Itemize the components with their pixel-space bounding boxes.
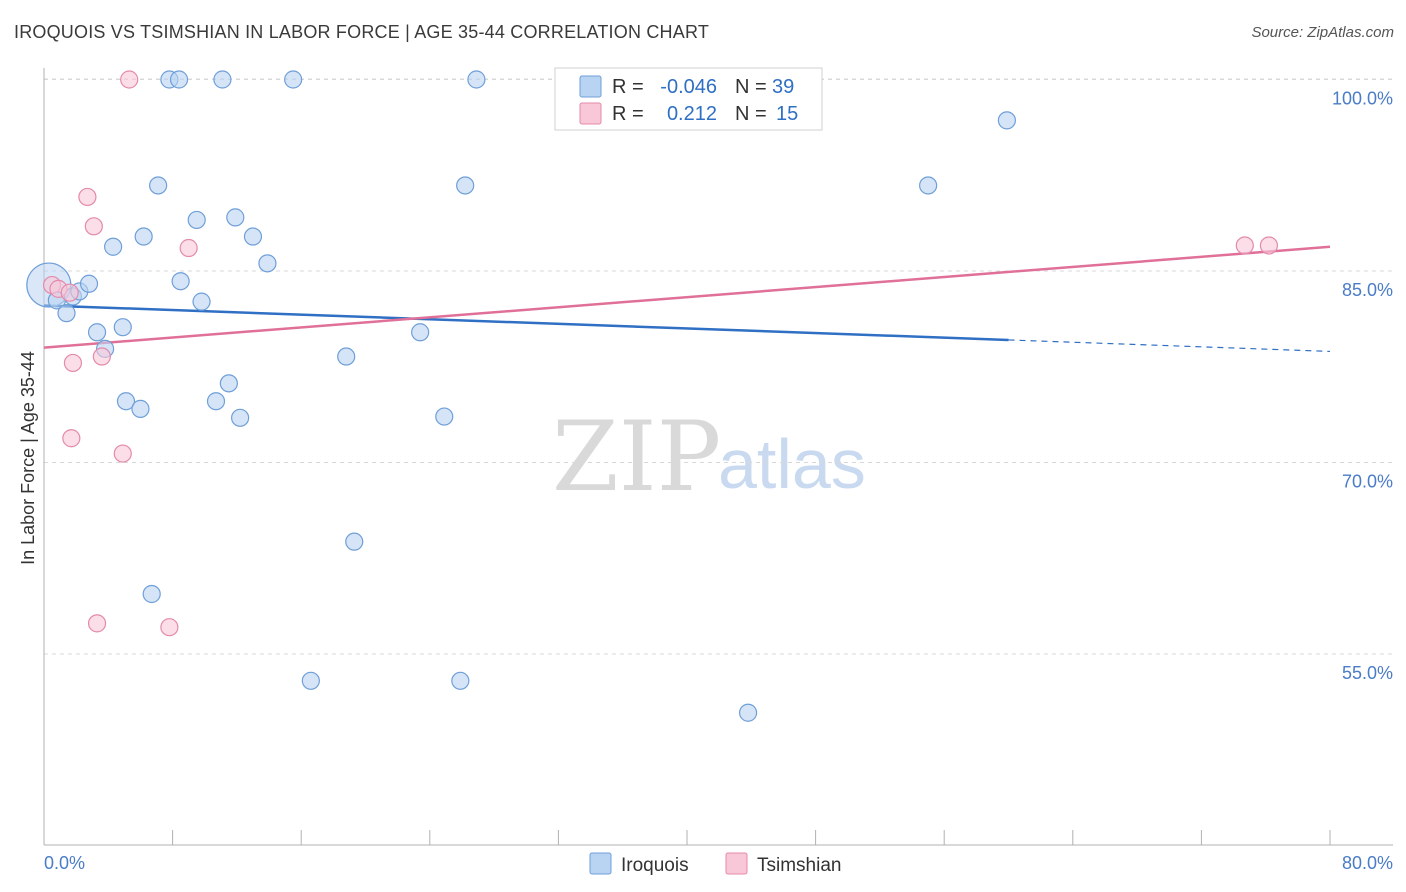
point-iroquois [187,210,206,230]
point-iroquois [116,392,136,411]
point-tsimshian [1235,236,1254,255]
point-iroquois [104,237,123,256]
point-iroquois [57,304,76,323]
trend-line-iroquois [43,304,1009,342]
point-iroquois [87,323,107,342]
point-iroquois [411,323,430,342]
point-iroquois [171,272,190,291]
x-axis-ticks [43,830,1331,845]
point-tsimshian [120,70,139,89]
legend-r-label-tsimshian: R = [612,103,644,125]
y-axis-tick-labels: 55.0% 70.0% 85.0% 100.0% [1332,89,1393,684]
y-axis-label: In Labor Force | Age 35-44 [18,351,38,565]
point-iroquois [231,408,250,427]
legend-r-value-iroquois: -0.046 [660,76,717,98]
y-tick-label: 55.0% [1342,663,1393,683]
point-iroquois [142,584,161,604]
point-iroquois [738,703,758,722]
y-tick-label: 100.0% [1332,89,1393,109]
point-tsimshian [62,429,81,448]
point-tsimshian [179,238,198,258]
point-iroquois [997,111,1016,130]
legend-n-value-iroquois: 39 [772,76,794,98]
legend-r-label-iroquois: R = [612,76,644,98]
bottom-legend-swatch-iroquois [589,852,612,875]
trend-line-iroquois-extension [1008,339,1331,353]
legend-swatch-iroquois [579,75,602,98]
bottom-legend-label-tsimshian: Tsimshian [757,855,841,876]
y-tick-label: 85.0% [1342,280,1393,300]
point-iroquois [149,176,168,195]
series-legend: Iroquois Tsimshian [589,852,841,876]
point-iroquois [79,274,99,293]
legend-r-value-tsimshian: 0.212 [667,103,717,125]
chart-title: IROQUOIS VS TSIMSHIAN IN LABOR FORCE | A… [14,22,710,42]
data-points [26,70,1279,722]
point-tsimshian [84,217,103,236]
point-tsimshian [160,618,179,637]
point-tsimshian [78,187,97,207]
source-label: Source: ZipAtlas.com [1251,24,1394,41]
x-tick-label-min: 0.0% [44,853,85,873]
x-tick-label-max: 80.0% [1342,853,1393,873]
correlation-legend: R = -0.046 N = 39 R = 0.212 N = 15 [554,67,823,131]
point-iroquois [169,70,189,89]
point-iroquois [258,254,277,273]
point-tsimshian [113,444,132,463]
point-iroquois [192,292,211,311]
point-iroquois [226,208,245,227]
point-iroquois [213,70,232,89]
legend-n-value-tsimshian: 15 [776,103,798,125]
bottom-legend-label-iroquois: Iroquois [621,855,689,876]
point-iroquois [919,176,938,195]
point-tsimshian [63,353,83,373]
legend-n-label-iroquois: N = [735,76,767,98]
point-tsimshian [87,614,107,633]
point-iroquois [113,318,132,337]
point-iroquois [301,671,320,690]
legend-swatch-tsimshian [579,102,602,125]
point-iroquois [131,399,150,418]
legend-n-label-tsimshian: N = [735,103,767,125]
point-iroquois [284,70,303,89]
bottom-legend-swatch-tsimshian [725,852,748,875]
watermark-zip: ZIP [552,401,721,513]
watermark-atlas: atlas [718,425,866,503]
y-tick-label: 70.0% [1342,472,1393,492]
point-tsimshian [60,283,79,302]
trend-lines [43,245,1331,353]
point-tsimshian [92,347,111,366]
point-iroquois [219,374,238,393]
point-iroquois [345,532,364,551]
trend-line-tsimshian [43,245,1331,349]
point-iroquois [134,227,153,246]
point-iroquois [243,227,263,246]
point-iroquois [435,407,454,426]
point-iroquois [451,671,470,690]
point-iroquois [337,347,356,366]
gridlines [44,78,1393,655]
point-iroquois [206,392,226,411]
point-iroquois [467,70,486,89]
point-iroquois [456,176,475,195]
point-tsimshian [1259,236,1279,255]
